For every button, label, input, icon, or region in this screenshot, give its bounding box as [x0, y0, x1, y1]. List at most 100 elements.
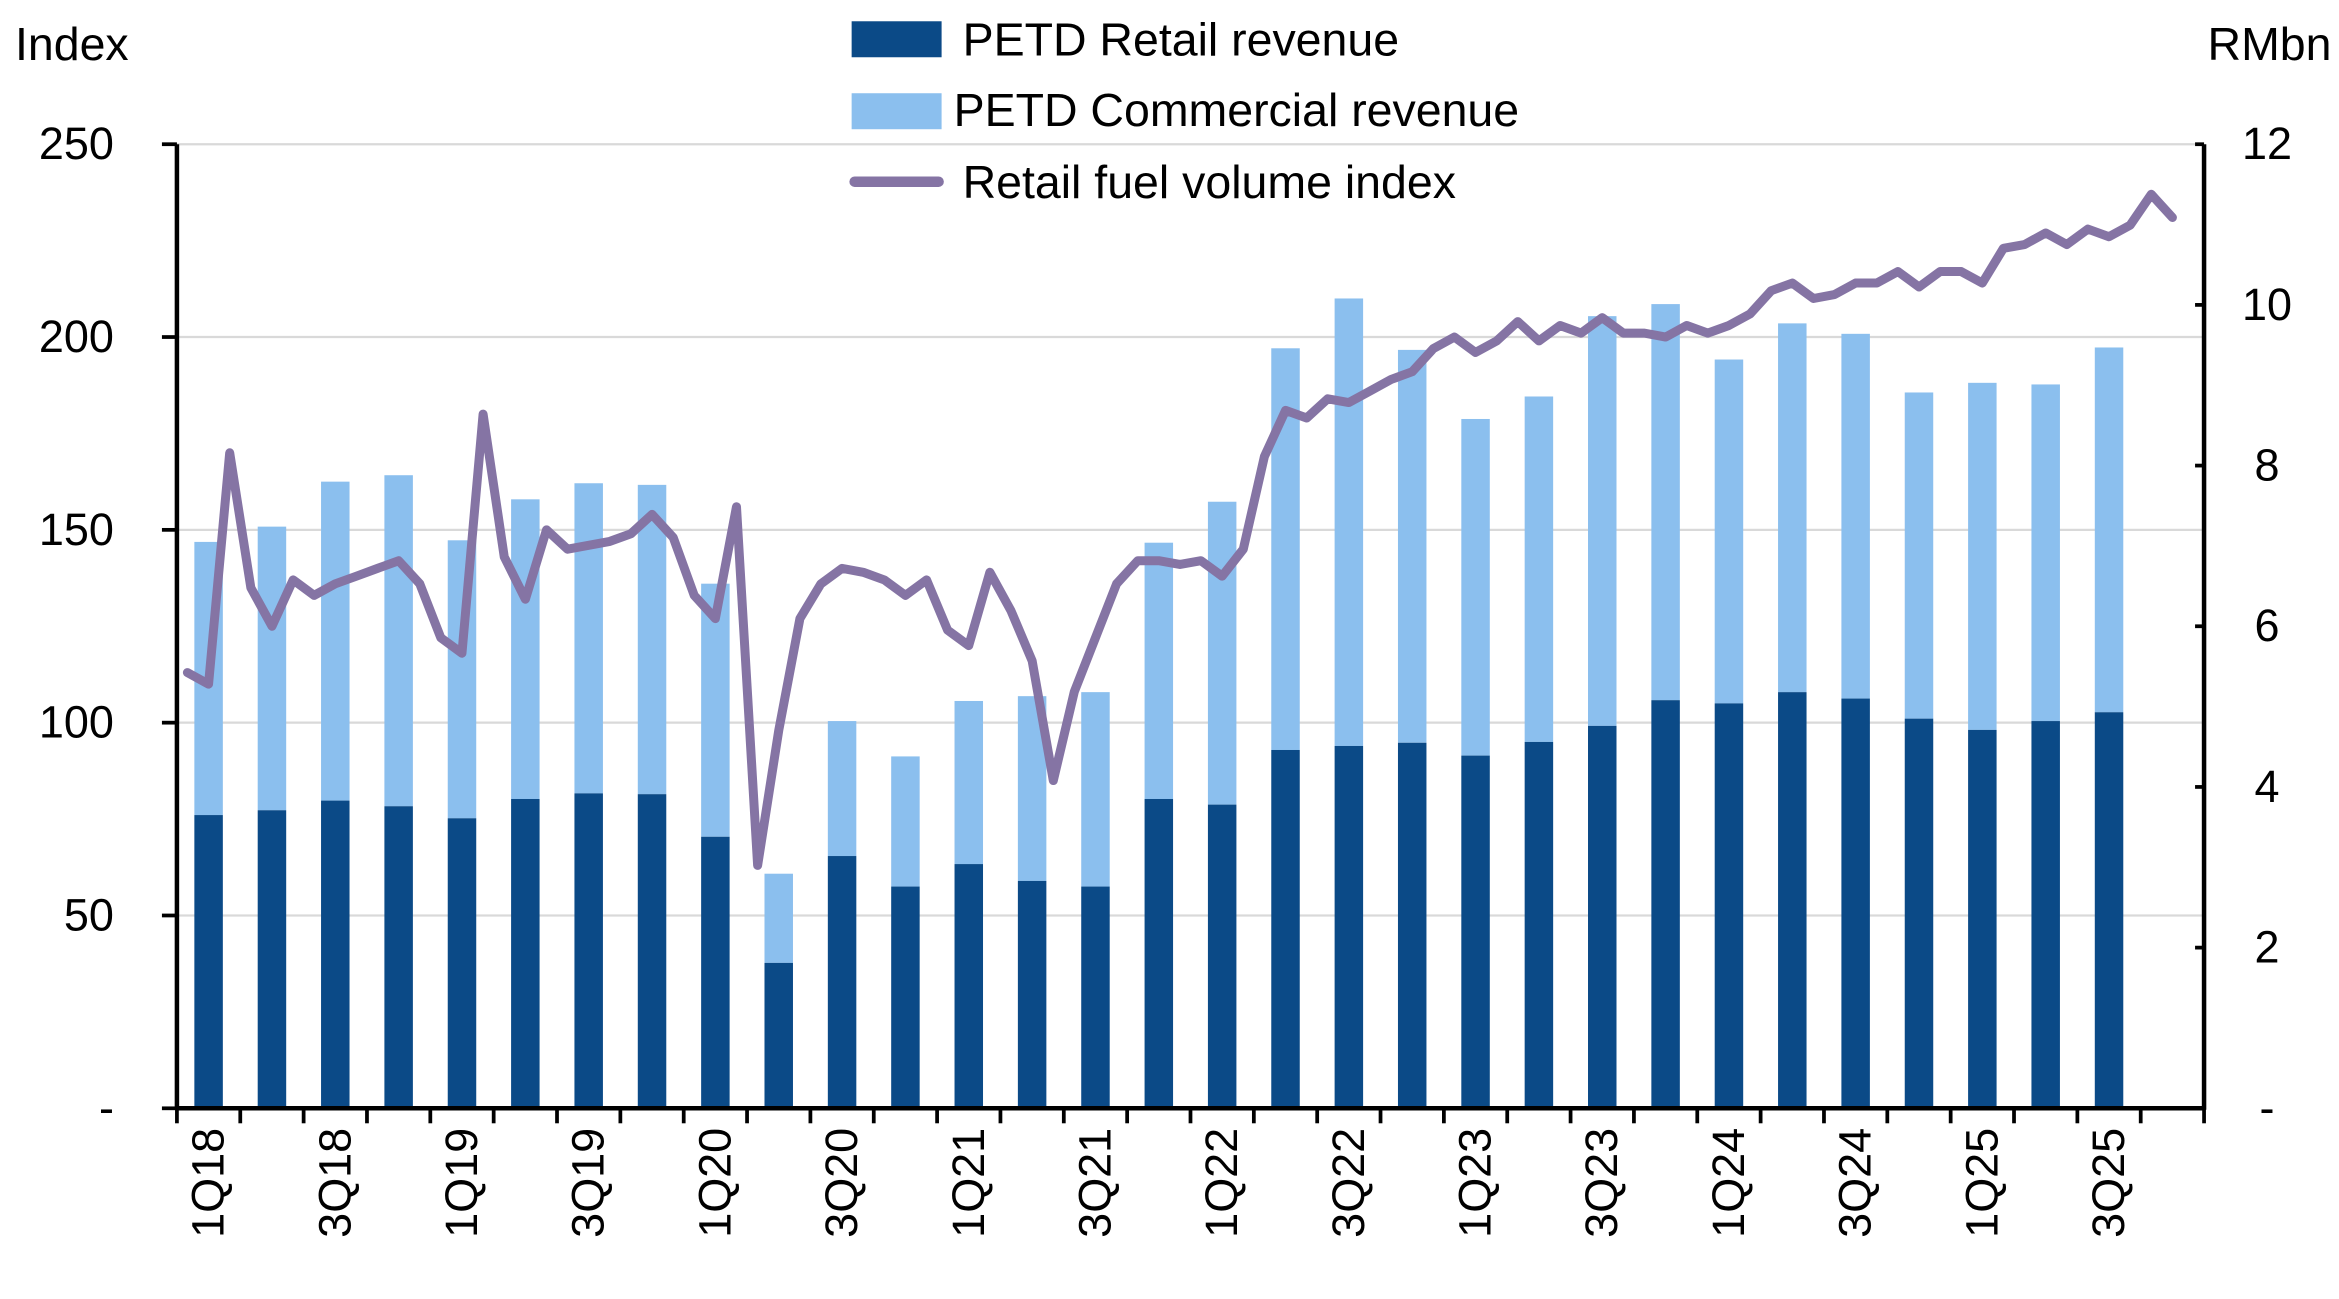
bar-retail-4Q21 — [1144, 798, 1174, 1109]
right-axis-tick-label: 6 — [2255, 600, 2280, 651]
bar-retail-4Q22 — [1397, 742, 1427, 1109]
bar-commercial-4Q22 — [1397, 349, 1427, 743]
bar-retail-3Q23 — [1588, 725, 1617, 1109]
bar-retail-4Q23 — [1651, 700, 1680, 1109]
right-axis-tick-label: 12 — [2242, 118, 2292, 169]
bar-retail-3Q20 — [827, 856, 857, 1109]
bar-retail-3Q25 — [2094, 712, 2124, 1109]
bar-retail-1Q19 — [447, 818, 477, 1109]
bar-commercial-4Q23 — [1651, 304, 1680, 701]
right-axis-tick-label: 4 — [2255, 761, 2280, 812]
bar-commercial-3Q24 — [1841, 333, 1870, 699]
bar-commercial-4Q21 — [1144, 542, 1174, 799]
bar-retail-2Q18 — [257, 810, 287, 1109]
bar-retail-2Q25 — [2031, 721, 2060, 1109]
x-axis-tick-label: 1Q24 — [1703, 1128, 1754, 1238]
bar-retail-1Q18 — [194, 815, 223, 1109]
bar-retail-3Q22 — [1334, 745, 1364, 1109]
bar-commercial-3Q21 — [1081, 692, 1110, 887]
bar-retail-2Q20 — [764, 962, 793, 1109]
right-axis-title: RMbn — [2208, 18, 2332, 70]
bar-retail-1Q22 — [1207, 804, 1237, 1109]
bar-commercial-3Q25 — [2094, 347, 2124, 713]
x-axis-tick-label: 3Q25 — [2083, 1128, 2134, 1238]
bar-retail-1Q23 — [1461, 755, 1490, 1109]
legend-label-retail: PETD Retail revenue — [963, 14, 1399, 66]
bar-commercial-4Q20 — [891, 756, 920, 887]
left-axis-tick-label: - — [99, 1082, 114, 1133]
bar-commercial-3Q19 — [574, 483, 603, 794]
left-axis-tick-label: 250 — [39, 118, 114, 169]
bars — [194, 298, 2124, 1109]
left-axis-tick-label: 200 — [39, 311, 114, 362]
x-axis-tick-label: 1Q25 — [1956, 1128, 2007, 1238]
bar-retail-3Q18 — [321, 800, 350, 1109]
right-axis-tick-label: 2 — [2255, 922, 2280, 973]
bar-retail-2Q24 — [1778, 692, 1807, 1109]
x-axis-tick-label: 1Q22 — [1196, 1128, 1247, 1238]
bar-retail-4Q18 — [384, 806, 413, 1109]
index-line-group — [182, 189, 2177, 870]
bar-commercial-1Q22 — [1207, 501, 1237, 805]
bar-retail-1Q21 — [954, 864, 984, 1109]
bar-retail-3Q19 — [574, 793, 603, 1109]
bar-commercial-1Q20 — [701, 583, 730, 837]
bar-retail-4Q19 — [637, 794, 667, 1109]
bar-commercial-1Q24 — [1714, 359, 1744, 704]
left-axis-title: Index — [15, 18, 129, 70]
left-axis-tick-label: 150 — [39, 504, 114, 555]
x-axis-tick-label: 3Q22 — [1323, 1128, 1374, 1238]
bar-commercial-3Q23 — [1588, 316, 1617, 726]
bar-commercial-4Q18 — [384, 475, 413, 807]
bar-commercial-2Q25 — [2031, 384, 2060, 722]
right-axis-tick-label: - — [2260, 1082, 2275, 1133]
bar-retail-1Q24 — [1714, 703, 1744, 1109]
x-axis-tick-label: 3Q24 — [1830, 1128, 1881, 1238]
x-axis-tick-label: 1Q23 — [1450, 1128, 1501, 1238]
x-axis-tick-label: 1Q20 — [689, 1128, 740, 1238]
bar-retail-2Q22 — [1271, 749, 1300, 1109]
bar-retail-1Q20 — [701, 836, 730, 1109]
legend: PETD Retail revenue PETD Commercial reve… — [849, 14, 1520, 208]
bar-commercial-3Q18 — [321, 481, 350, 801]
bar-commercial-1Q21 — [954, 700, 984, 865]
bar-commercial-2Q24 — [1778, 323, 1807, 693]
left-axis-tick-label: 100 — [39, 697, 114, 748]
bar-commercial-3Q20 — [827, 721, 857, 857]
bar-commercial-4Q19 — [637, 484, 667, 795]
x-axis-tick-label: 3Q20 — [816, 1128, 867, 1238]
right-axis-tick-label: 10 — [2242, 279, 2292, 330]
legend-label-commercial: PETD Commercial revenue — [954, 84, 1520, 136]
x-axis-tick-label: 3Q18 — [309, 1128, 360, 1238]
bar-retail-2Q19 — [511, 798, 540, 1109]
x-axis-tick-label: 3Q23 — [1576, 1128, 1627, 1238]
x-axis-tick-label: 1Q21 — [943, 1128, 994, 1238]
bar-commercial-1Q25 — [1968, 382, 1997, 730]
bar-commercial-2Q23 — [1524, 396, 1554, 742]
bar-commercial-2Q20 — [764, 873, 793, 963]
right-axis-tick-label: 8 — [2255, 440, 2280, 491]
x-axis-tick-label: 1Q18 — [183, 1128, 234, 1238]
gridlines — [176, 143, 2205, 917]
bar-commercial-4Q24 — [1904, 392, 1934, 719]
bar-retail-3Q24 — [1841, 698, 1870, 1109]
legend-swatch-retail — [851, 21, 942, 58]
x-axis-tick-label: 1Q19 — [436, 1128, 487, 1238]
x-axis-tick-label: 3Q19 — [563, 1128, 614, 1238]
axes: - 50 100 150 200 250 - 2 4 6 8 10 12 1Q18 3Q18 1Q19 3Q19… — [39, 118, 2292, 1238]
bar-commercial-2Q19 — [511, 499, 540, 799]
legend-swatch-commercial — [851, 93, 942, 130]
bar-commercial-1Q23 — [1461, 418, 1490, 756]
bar-commercial-3Q22 — [1334, 298, 1364, 746]
left-axis-tick-label: 50 — [64, 889, 114, 940]
bar-commercial-2Q18 — [257, 526, 287, 811]
bar-retail-4Q24 — [1904, 718, 1934, 1109]
bar-retail-2Q23 — [1524, 741, 1554, 1109]
legend-label-index: Retail fuel volume index — [963, 156, 1456, 208]
x-axis-tick-label: 3Q21 — [1069, 1128, 1120, 1238]
bar-retail-1Q25 — [1968, 729, 1997, 1109]
bar-retail-2Q21 — [1017, 880, 1047, 1109]
bar-retail-4Q20 — [891, 886, 920, 1109]
bar-retail-3Q21 — [1081, 886, 1110, 1109]
